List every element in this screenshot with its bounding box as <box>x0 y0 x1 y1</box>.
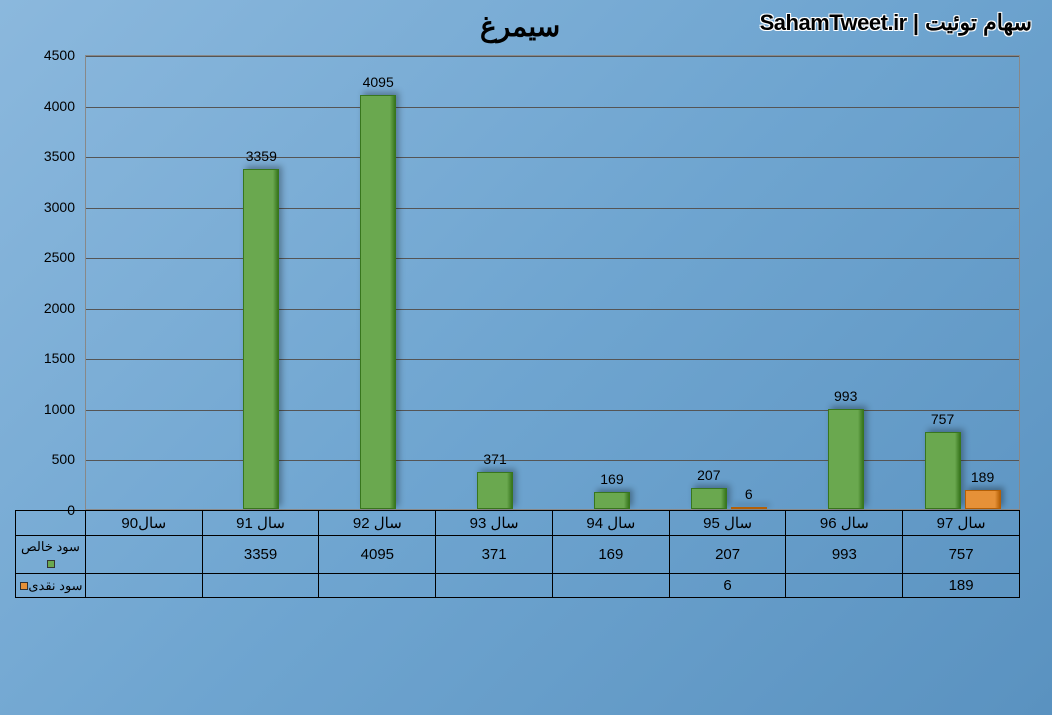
table-row: سود نقدی 6 189 <box>16 574 1020 598</box>
bar-سود نقدی: 189 <box>965 490 1001 509</box>
table-cell: 6 <box>669 574 786 598</box>
bar-value-label: 207 <box>692 467 726 483</box>
table-col-header: سال 96 <box>786 511 903 536</box>
y-axis-label: 4500 <box>0 47 75 63</box>
table-cell: 3359 <box>202 536 319 574</box>
bar-value-label: 189 <box>966 469 1000 485</box>
y-axis-label: 2000 <box>0 300 75 316</box>
row-header-series2: سود نقدی <box>16 574 86 598</box>
bar-value-label: 757 <box>926 411 960 427</box>
bar-value-label: 371 <box>478 451 512 467</box>
table-header-row: سال90 سال 91 سال 92 سال 93 سال 94 سال 95… <box>16 511 1020 536</box>
table-row: سود خالص 3359 4095 371 169 207 993 757 <box>16 536 1020 574</box>
table-cell: 169 <box>552 536 669 574</box>
table-cell <box>85 574 202 598</box>
y-axis-label: 1000 <box>0 401 75 417</box>
row-header-series1: سود خالص <box>16 536 86 574</box>
bar-سود خالص: 371 <box>477 472 513 510</box>
bar-سود خالص: 3359 <box>243 169 279 509</box>
bar-سود خالص: 757 <box>925 432 961 509</box>
table-cell <box>202 574 319 598</box>
table-col-header: سال 94 <box>552 511 669 536</box>
table-cell: 757 <box>903 536 1020 574</box>
bar-value-label: 4095 <box>361 74 395 90</box>
table-cell: 207 <box>669 536 786 574</box>
bar-value-label: 6 <box>732 486 766 502</box>
table-col-header: سال90 <box>85 511 202 536</box>
bar-value-label: 169 <box>595 471 629 487</box>
table-cell <box>786 574 903 598</box>
bar-سود خالص: 4095 <box>360 95 396 509</box>
y-axis-label: 3500 <box>0 148 75 164</box>
watermark-text: سهام توئیت | SahamTweet.ir <box>760 10 1032 36</box>
bar-سود خالص: 993 <box>828 409 864 509</box>
table-cell: 189 <box>903 574 1020 598</box>
y-axis-label: 4000 <box>0 98 75 114</box>
table-cell: 4095 <box>319 536 436 574</box>
table-cell <box>85 536 202 574</box>
bar-سود نقدی: 6 <box>731 507 767 509</box>
data-table: سال90 سال 91 سال 92 سال 93 سال 94 سال 95… <box>15 510 1020 598</box>
y-axis-label: 1500 <box>0 350 75 366</box>
y-axis-label: 500 <box>0 451 75 467</box>
table-corner-cell <box>16 511 86 536</box>
chart-title: سیمرغ <box>480 10 560 43</box>
table-col-header: سال 91 <box>202 511 319 536</box>
chart-plot-area: 335940953711692076993757189 <box>85 55 1020 510</box>
table-col-header: سال 93 <box>436 511 553 536</box>
bar-value-label: 993 <box>829 388 863 404</box>
table-col-header: سال 92 <box>319 511 436 536</box>
y-axis-label: 3000 <box>0 199 75 215</box>
table-cell <box>552 574 669 598</box>
table-cell <box>319 574 436 598</box>
table-cell: 371 <box>436 536 553 574</box>
table-col-header: سال 95 <box>669 511 786 536</box>
bar-سود خالص: 169 <box>594 492 630 509</box>
bar-سود خالص: 207 <box>691 488 727 509</box>
y-axis-label: 2500 <box>0 249 75 265</box>
bar-value-label: 3359 <box>244 148 278 164</box>
legend-marker-series1 <box>47 560 55 568</box>
table-cell: 993 <box>786 536 903 574</box>
table-col-header: سال 97 <box>903 511 1020 536</box>
table-cell <box>436 574 553 598</box>
